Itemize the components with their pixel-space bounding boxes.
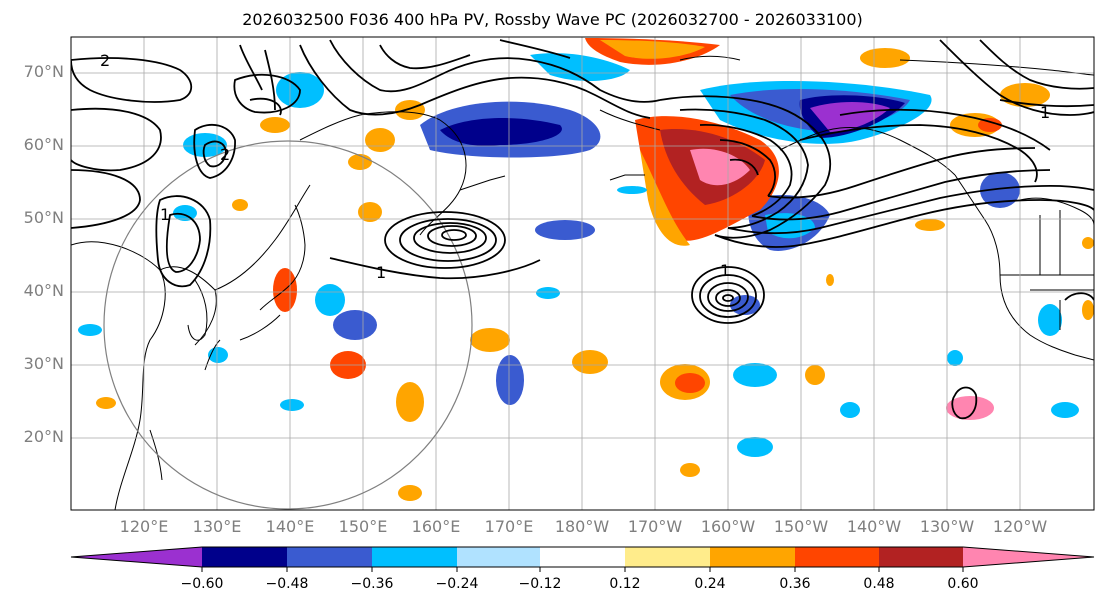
contour-label: 1	[1040, 103, 1050, 122]
lon-label: 130°E	[192, 517, 242, 536]
colorbar-tick-label: −0.36	[350, 576, 394, 592]
lon-label: 140°W	[846, 517, 902, 536]
colorbar-swatch	[879, 547, 963, 567]
lon-label: 180°W	[554, 517, 610, 536]
contour-label: 1	[160, 205, 170, 224]
pv-contours	[71, 39, 1094, 420]
colorbar-extend-right	[963, 547, 1094, 567]
colorbar-swatch	[287, 547, 372, 567]
lon-label: 160°E	[411, 517, 461, 536]
lat-label: 20°N	[23, 427, 64, 446]
lon-label: 150°E	[338, 517, 388, 536]
colorbar-tick-label: 0.12	[609, 576, 641, 592]
contour-label: 2	[220, 145, 230, 164]
colorbar-swatch	[540, 547, 625, 567]
colorbar-tick-label: −0.48	[265, 576, 309, 592]
map-background	[71, 37, 1094, 510]
colorbar-swatch	[710, 547, 795, 567]
colorbar-extend-left	[71, 547, 202, 567]
lon-label: 170°W	[627, 517, 683, 536]
colorbar-swatch	[457, 547, 540, 567]
lat-label: 30°N	[23, 354, 64, 373]
map-frame	[70, 36, 1095, 511]
contour-labels: 2 1 1 1 1 2	[100, 51, 1050, 282]
lat-label: 40°N	[23, 281, 64, 300]
colorbar-tick-label: 0.24	[694, 576, 726, 592]
colorbar	[70, 546, 1095, 572]
lon-label: 130°W	[919, 517, 975, 536]
lon-label: 140°E	[265, 517, 315, 536]
colorbar-tick-label: −0.24	[435, 576, 479, 592]
coastlines	[71, 55, 1094, 510]
colorbar-tick-label: 0.48	[863, 576, 895, 592]
colorbar-swatch	[795, 547, 879, 567]
colorbar-tick-label: 0.60	[947, 576, 979, 592]
radius-circle	[103, 140, 473, 510]
contour-label: 2	[100, 51, 110, 70]
map-title: 2026032500 F036 400 hPa PV, Rossby Wave …	[242, 10, 863, 29]
colorbar-swatch	[625, 547, 710, 567]
colorbar-tick-label: 0.36	[779, 576, 811, 592]
lat-label: 60°N	[23, 135, 64, 154]
lat-label: 70°N	[23, 62, 64, 81]
colorbar-tick-label: −0.12	[518, 576, 562, 592]
lon-label: 170°E	[484, 517, 534, 536]
colorbar-swatch	[202, 547, 287, 567]
lon-label: 120°E	[119, 517, 169, 536]
lon-label: 150°W	[773, 517, 829, 536]
graticule	[71, 37, 1094, 510]
lon-label: 160°W	[700, 517, 756, 536]
lon-label: 120°W	[992, 517, 1048, 536]
colorbar-swatch	[372, 547, 457, 567]
lat-label: 50°N	[23, 208, 64, 227]
contour-label: 1	[376, 263, 386, 282]
colorbar-tick-label: −0.60	[180, 576, 224, 592]
contour-label: 1	[720, 261, 730, 280]
